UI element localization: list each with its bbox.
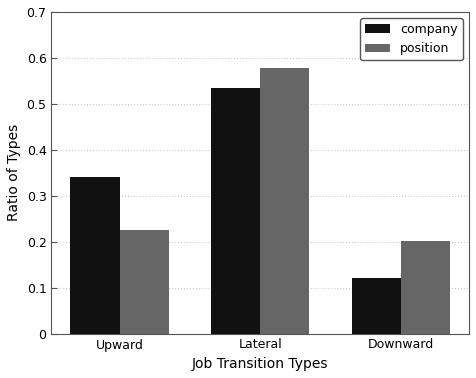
Bar [401,241,450,334]
Bar [260,68,309,334]
Bar [352,279,401,334]
Legend: company, position: company, position [360,18,463,60]
Bar [119,230,169,334]
X-axis label: Job Transition Types: Job Transition Types [192,357,328,371]
Bar [211,88,260,334]
Y-axis label: Ratio of Types: Ratio of Types [7,124,21,222]
Bar [70,177,119,334]
